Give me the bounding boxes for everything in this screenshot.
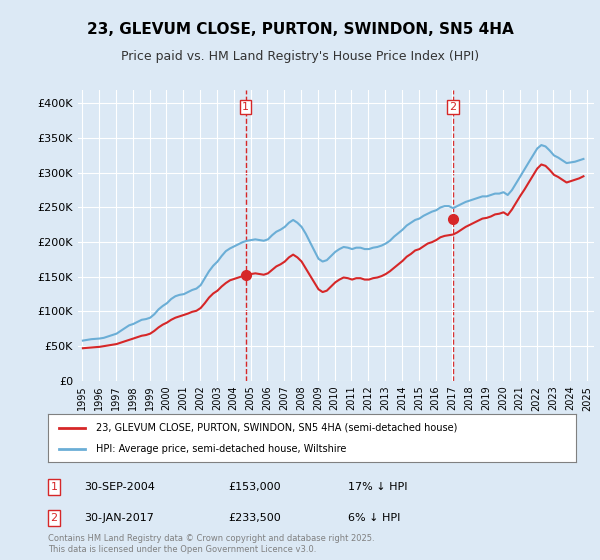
Text: 30-SEP-2004: 30-SEP-2004 — [84, 482, 155, 492]
Text: £233,500: £233,500 — [228, 513, 281, 523]
Text: Price paid vs. HM Land Registry's House Price Index (HPI): Price paid vs. HM Land Registry's House … — [121, 50, 479, 63]
Text: 2: 2 — [50, 513, 58, 523]
Text: 1: 1 — [50, 482, 58, 492]
Text: 1: 1 — [242, 102, 249, 112]
Text: £153,000: £153,000 — [228, 482, 281, 492]
Text: Contains HM Land Registry data © Crown copyright and database right 2025.
This d: Contains HM Land Registry data © Crown c… — [48, 534, 374, 554]
Text: 23, GLEVUM CLOSE, PURTON, SWINDON, SN5 4HA (semi-detached house): 23, GLEVUM CLOSE, PURTON, SWINDON, SN5 4… — [95, 423, 457, 433]
Text: 6% ↓ HPI: 6% ↓ HPI — [348, 513, 400, 523]
Text: 30-JAN-2017: 30-JAN-2017 — [84, 513, 154, 523]
Text: 2: 2 — [449, 102, 457, 112]
Text: 17% ↓ HPI: 17% ↓ HPI — [348, 482, 407, 492]
Text: HPI: Average price, semi-detached house, Wiltshire: HPI: Average price, semi-detached house,… — [95, 444, 346, 454]
Text: 23, GLEVUM CLOSE, PURTON, SWINDON, SN5 4HA: 23, GLEVUM CLOSE, PURTON, SWINDON, SN5 4… — [86, 22, 514, 38]
